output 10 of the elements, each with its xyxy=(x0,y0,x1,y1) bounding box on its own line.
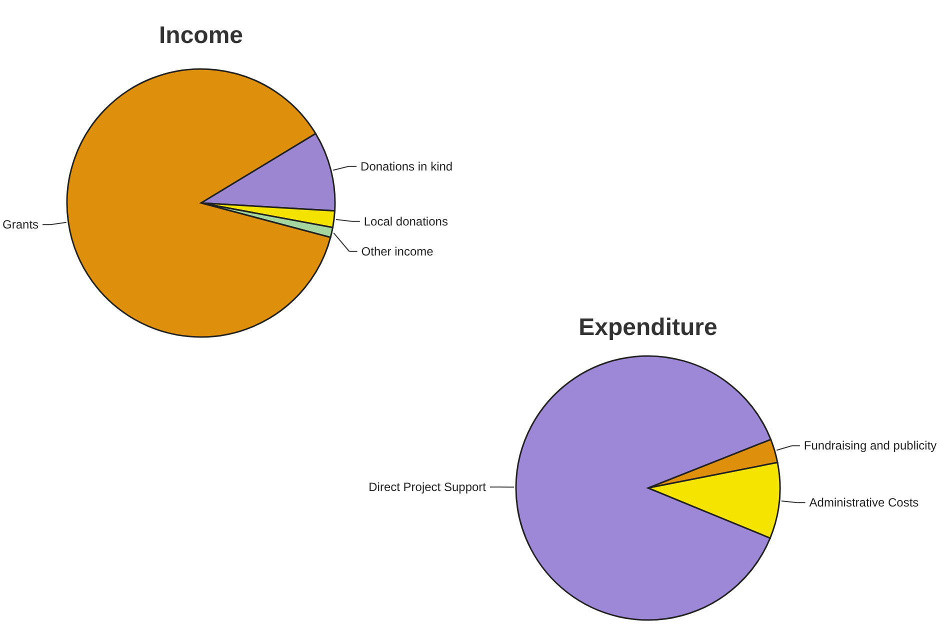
slice-label: Grants xyxy=(2,218,39,232)
chart-title: Income xyxy=(158,22,244,49)
pie-slice xyxy=(66,68,332,338)
slice-label: Fundraising and publicity xyxy=(804,438,937,453)
chart-title: Expenditure xyxy=(578,314,718,341)
slice-label: Other income xyxy=(361,244,434,258)
slice-label: Donations in kind xyxy=(360,159,453,174)
slice-label: Local donations xyxy=(364,214,448,228)
slice-label: Administrative Costs xyxy=(809,496,919,510)
slice-label: Direct Project Support xyxy=(368,480,487,494)
